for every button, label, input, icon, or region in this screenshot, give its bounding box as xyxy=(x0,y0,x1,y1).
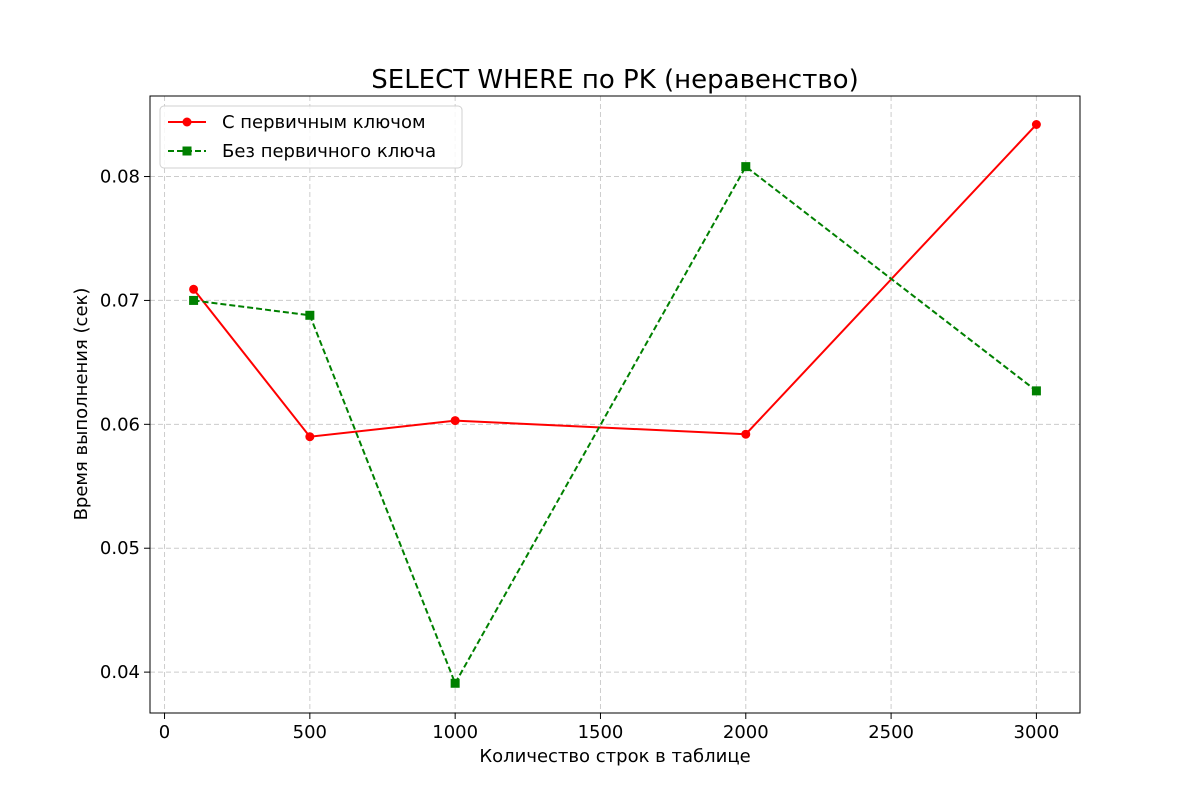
legend-frame xyxy=(159,105,463,169)
legend-marker xyxy=(182,117,192,127)
series-line xyxy=(193,165,1038,686)
data-point xyxy=(741,162,751,172)
legend-label: Без первичного ключа xyxy=(222,141,436,162)
legend-item: С первичным ключом xyxy=(168,112,426,133)
plot-area-frame xyxy=(149,95,1081,714)
series-layer xyxy=(189,119,1041,688)
legend: С первичным ключом Без первичного ключа xyxy=(159,105,463,169)
x-tick-label: 2500 xyxy=(868,722,914,743)
legend-item: Без первичного ключа xyxy=(168,141,436,162)
data-point xyxy=(450,678,460,688)
y-tick-label: 0.06 xyxy=(100,414,140,435)
data-point xyxy=(1031,386,1041,396)
x-tick-label: 1000 xyxy=(432,722,478,743)
y-tick-label: 0.07 xyxy=(100,290,140,311)
x-tick-label: 0 xyxy=(159,722,170,743)
series-1 xyxy=(189,119,1041,442)
series-line xyxy=(192,123,1038,438)
y-axis-label: Время выполнения (сек) xyxy=(71,288,92,521)
legend-marker xyxy=(182,146,192,156)
grid xyxy=(150,96,1080,713)
data-point xyxy=(305,310,315,320)
x-tick-label: 1500 xyxy=(578,722,624,743)
data-point xyxy=(305,432,315,442)
y-tick-label: 0.05 xyxy=(100,538,140,559)
data-point xyxy=(1031,119,1041,129)
y-tick-label: 0.04 xyxy=(100,662,140,683)
chart-title: SELECT WHERE по PK (неравенство) xyxy=(371,65,858,95)
legend-label: С первичным ключом xyxy=(222,112,426,133)
data-point xyxy=(450,416,460,426)
y-tick-label: 0.08 xyxy=(100,167,140,188)
data-point xyxy=(189,295,199,305)
x-tick-label: 500 xyxy=(293,722,327,743)
x-tick-label: 2000 xyxy=(723,722,769,743)
x-tick-label: 3000 xyxy=(1014,722,1060,743)
series-2 xyxy=(189,162,1041,688)
x-axis: 0 500 1000 1500 2000 2500 3000 xyxy=(159,713,1060,743)
data-point xyxy=(741,429,751,439)
data-point xyxy=(189,284,199,294)
y-axis: 0.04 0.05 0.06 0.07 0.08 xyxy=(100,167,150,683)
x-axis-label: Количество строк в таблице xyxy=(479,746,750,767)
